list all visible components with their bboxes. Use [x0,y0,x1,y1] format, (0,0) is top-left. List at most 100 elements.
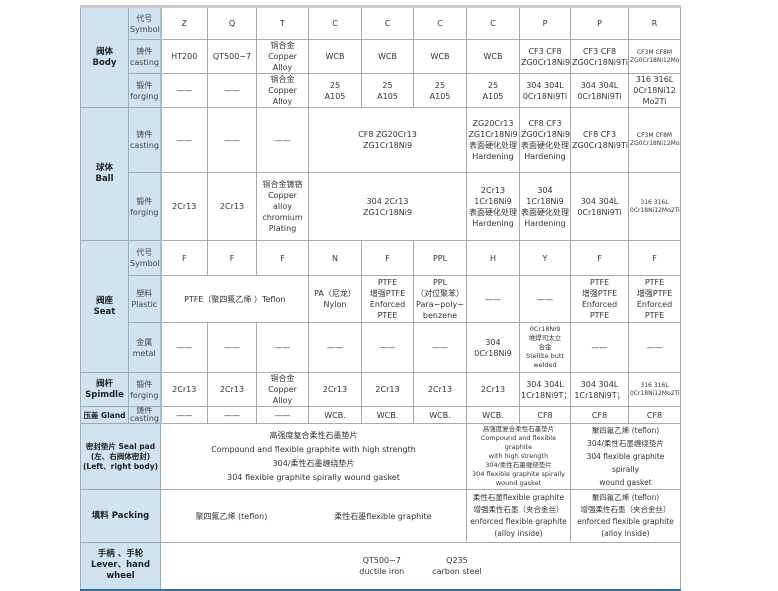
cell: P [519,6,571,40]
symbol-sub: 代号 Symbol [128,240,162,276]
cell: R [628,6,681,40]
cell: Y [519,240,571,276]
cell: 高强度复合柔性石墨垫片 Compound and flexible graphi… [160,423,467,490]
cell: 2Cr13 [413,372,467,407]
cell: —— [570,322,629,373]
cell: 2Cr13 1Cr18Ni9 表面硬化处理 Hardening [466,172,520,241]
cell: 304 304L 0Cr18Ni9Ti [519,73,571,108]
cell: 2Cr13 [207,172,257,241]
cell: 2Cr13 [308,372,362,407]
cell: 304 0Cr18Ni9 [466,322,520,373]
lever-carbon-steel: Q235 carbon steel [432,555,482,576]
gland-row: 压盖 Gland 铸件 casting —— —— —— WCB. WCB. W… [80,406,681,424]
cell: 聚四氟乙烯 (teflon) 柔性石墨flexible graphite [160,489,467,543]
cell: 316 316L 0Cr18Ni12Mo2Ti [628,372,681,407]
cell: CF8 ZG20Cr13 ZG1Cr18Ni9 [308,107,467,173]
stem-label: 阀杆 Spimdle [80,372,129,407]
cell: —— [413,322,467,373]
cell: 304 1Cr18Ni9 表面硬化处理 Hardening [519,172,571,241]
cell: PTFE 增强PTFE Enforced PTFE [628,275,681,323]
cell: N [308,240,362,276]
cell: ZG20Cr13 ZG1Cr18Ni9 表面硬化处理 Hardening [466,107,520,173]
cell: —— [207,107,257,173]
cell: PTFE（聚四氟乙烯 ）Teflon [160,275,309,323]
cell: 2Cr13 [160,172,208,241]
forging-sub: 锻件 forging [128,372,162,407]
casting-sub: 铸件 casting [128,406,162,424]
cell: —— [256,107,309,173]
lever-ductile-iron: QT500−7 ductile iron [359,555,405,576]
cell: —— [160,322,208,373]
cell: —— [160,406,208,424]
cell: 316 316L 0Cr18Ni12Mo2Ti [628,172,681,241]
seat-plastic-row: 塑料 Plastic PTFE（聚四氟乙烯 ）Teflon PA（尼龙） Nyl… [81,275,681,323]
cell: H [466,240,520,276]
cell: 304 2Cr13 ZG1Cr18Ni9 [308,172,467,241]
cell: CF8 [570,406,629,424]
cell: 25 A105 [466,73,520,108]
cell: CF8 [628,406,681,424]
valve-materials-table: 阀体 Body 代号 Symbol Z Q T C C C C P P R 铸件… [80,5,681,591]
cell: CF3M CF8M ZG0Cr18Ni12Mo2Ti [628,107,681,173]
cell: HT200 [160,39,208,74]
cell: —— [466,275,520,323]
stem-row: 阀杆 Spimdle 锻件 forging 2Cr13 2Cr13 铜合金 Co… [80,372,681,407]
ball-forging-row: 锻件 forging 2Cr13 2Cr13 铜合金镀铬 Copper allo… [81,172,681,241]
cell: —— [256,322,309,373]
ball-casting-row: 球体 Ball 铸件 casting —— —— —— CF8 ZG20Cr13… [80,107,681,241]
cell: 2Cr13 [466,372,520,407]
seat-symbol-row: 阀座 Seat 代号 Symbol F F F N F PPL H Y F F [80,240,681,373]
cell: C [361,6,414,40]
cell: WCB. [308,406,362,424]
cell: 铜合金 Copper Alloy [256,73,309,108]
cell: 2Cr13 [160,372,208,407]
seal-pad-row: 密封垫片 Seal pad (左、右阀体密封) (Left、right body… [80,423,681,490]
cell: 0Cr18Ni9 堆焊司太立 合金 Stellite butt welded [519,322,571,373]
cell: QT500−7 [207,39,257,74]
cell: PTFE 增强PTFE Enforced PTEE [361,275,414,323]
body-forging-row: 锻件 forging —— —— 铜合金 Copper Alloy 25 A10… [81,73,681,108]
cell: 聚四氟乙烯 (teflon) 增强柔性石墨（夹合金丝） enforced fle… [570,489,681,543]
cell: 2Cr13 [207,372,257,407]
cell: CF3 CF8 ZG0Cr18Ni9Ti [570,39,629,74]
cell: CF3 CF8 ZG0Cr18Ni9Ti [519,39,571,74]
cell: PTFE 增强PTFE Enforced PTFE [570,275,629,323]
cell: CF8 CF3 ZG0Cr18Ni9Ti 表面硬化处理 Hardening [519,107,571,173]
body-casting-row: 铸件 casting HT200 QT500−7 铜合金 Copper Allo… [81,39,681,74]
cell: 铜合金 Copper Alloy [256,372,309,407]
forging-sub: 锻件 forging [128,172,162,241]
cell: —— [256,406,309,424]
cell: C [466,6,520,40]
cell: 25 A105 [308,73,362,108]
cell: C [413,6,467,40]
metal-sub: 金属 metal [128,322,162,373]
cell: PPL （对位聚苯） Para−poly− benzene [413,275,467,323]
cell: 高强度复合柔性石墨垫片 Compound and flexible graphi… [466,423,571,490]
cell: F [160,240,208,276]
cell: WCB [361,39,414,74]
cell: CF8 CF3 ZG0Cr18Ni9Ti [570,107,629,173]
seat-metal-row: 金属 metal —— —— —— —— —— —— 304 0Cr18Ni9 … [81,322,681,373]
cell: —— [207,322,257,373]
cell: —— [628,322,681,373]
cell: 铜合金 Copper Alloy [256,39,309,74]
cell: 316 316L 0Cr18Ni12 Mo2Ti [628,73,681,108]
cell: —— [519,275,571,323]
cell: WCB [413,39,467,74]
cell: —— [160,73,208,108]
cell: —— [207,406,257,424]
cell: WCB [466,39,520,74]
cell: C [308,6,362,40]
cell: T [256,6,309,40]
cell: PPL [413,240,467,276]
cell: F [628,240,681,276]
ball-label: 球体 Ball [80,107,129,241]
cell: F [256,240,309,276]
seal-pad-label: 密封垫片 Seal pad (左、右阀体密封) (Left、right body… [80,423,161,490]
seat-label: 阀座 Seat [80,240,129,373]
cell: P [570,6,629,40]
cell: 铜合金镀铬 Copper alloy chromium Plating [256,172,309,241]
cell: WCB. [466,406,520,424]
cell: —— [361,322,414,373]
packing-row: 填料 Packing 聚四氟乙烯 (teflon) 柔性石墨flexible g… [80,489,681,543]
